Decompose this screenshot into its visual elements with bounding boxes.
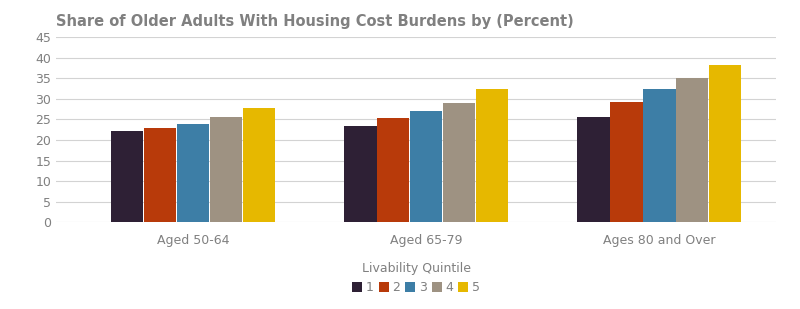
Bar [378,118,410,222]
Bar [610,102,642,222]
Bar [443,103,475,222]
Text: Share of Older Adults With Housing Cost Burdens by (Percent): Share of Older Adults With Housing Cost … [56,14,574,29]
Bar [177,124,210,222]
Bar [476,89,508,222]
Bar [709,65,742,222]
Legend: 1, 2, 3, 4, 5: 1, 2, 3, 4, 5 [352,262,480,294]
Bar [578,117,610,222]
Bar [643,89,675,222]
Bar [243,108,275,222]
Bar [210,117,242,222]
Bar [111,131,143,222]
Bar [676,78,709,222]
Bar [344,126,377,222]
Bar [144,128,176,222]
Bar [410,111,442,222]
